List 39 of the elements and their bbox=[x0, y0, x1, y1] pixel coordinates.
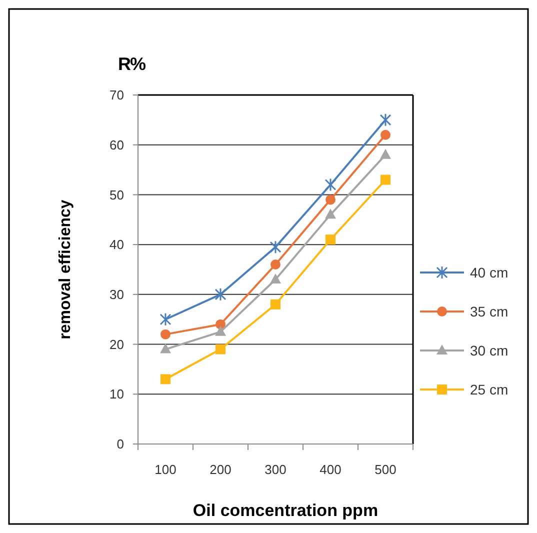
point bbox=[215, 326, 226, 336]
point bbox=[270, 299, 280, 310]
point bbox=[380, 148, 391, 159]
point bbox=[380, 174, 390, 185]
legend-label: 40 cm bbox=[470, 264, 508, 280]
point bbox=[270, 240, 282, 254]
point bbox=[160, 312, 172, 326]
y-tick-label: 20 bbox=[110, 336, 124, 352]
point bbox=[270, 273, 281, 284]
point bbox=[160, 374, 170, 384]
y-tick-label: 10 bbox=[110, 386, 124, 402]
point bbox=[324, 178, 336, 192]
point bbox=[270, 260, 280, 270]
x-tick-label: 300 bbox=[264, 462, 286, 477]
point bbox=[380, 130, 390, 140]
x-tick-label: 100 bbox=[154, 462, 176, 477]
point bbox=[214, 288, 226, 302]
y-tick-label: 0 bbox=[116, 436, 124, 452]
x-tick-label: 200 bbox=[210, 462, 232, 477]
point bbox=[326, 194, 336, 205]
legend-label: 25 cm bbox=[470, 381, 508, 398]
x-tick-label: 500 bbox=[374, 462, 396, 477]
y-tick-label: 70 bbox=[110, 88, 124, 103]
y-tick-label: 30 bbox=[110, 286, 124, 302]
chart-title: R% bbox=[118, 54, 146, 74]
x-tick-label: 400 bbox=[320, 462, 342, 477]
y-tick-label: 50 bbox=[110, 187, 124, 202]
point bbox=[326, 234, 336, 245]
point bbox=[325, 208, 336, 219]
point bbox=[380, 113, 392, 127]
point bbox=[160, 329, 170, 340]
legend-label: 35 cm bbox=[470, 303, 508, 320]
y-axis-title: removal efficiency bbox=[57, 200, 74, 340]
y-tick-label: 40 bbox=[110, 237, 124, 252]
point bbox=[160, 343, 171, 354]
x-axis-title: Oil comcentration ppm bbox=[192, 501, 378, 520]
point bbox=[216, 344, 226, 354]
y-tick-label: 60 bbox=[110, 137, 124, 152]
legend-label: 30 cm bbox=[470, 342, 508, 358]
